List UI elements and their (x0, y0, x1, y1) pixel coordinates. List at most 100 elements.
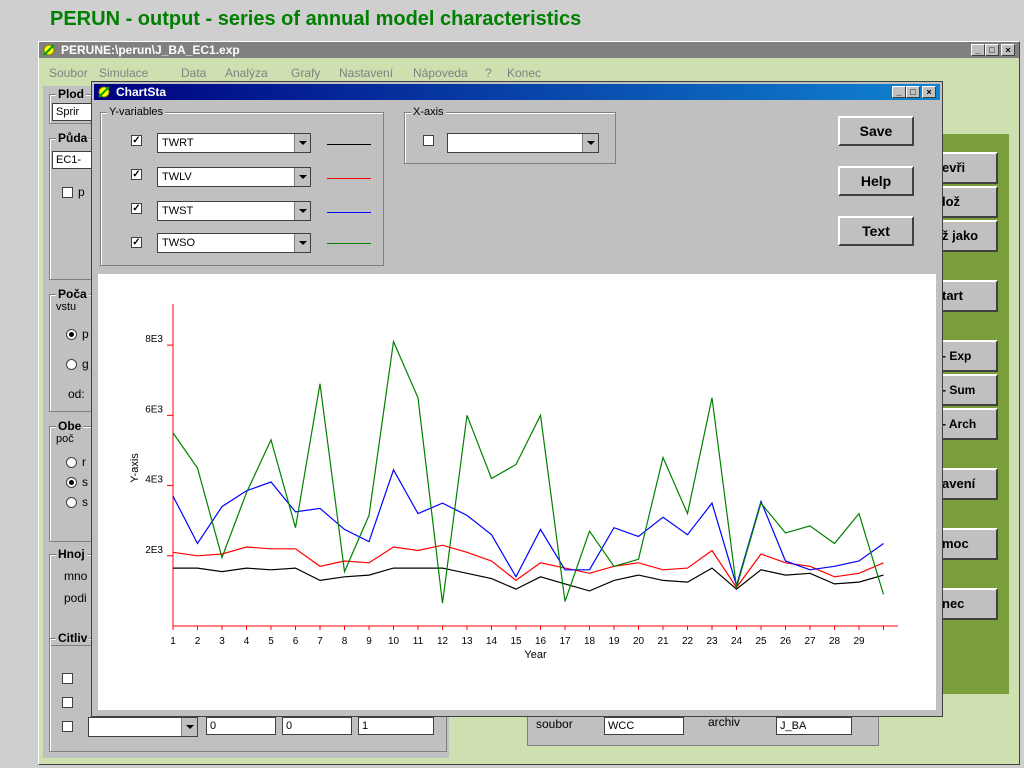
x-tick-label: 5 (268, 636, 274, 647)
xaxis-select[interactable] (447, 133, 599, 153)
twst-select[interactable]: TWST (157, 201, 311, 221)
poca-sub-label: vstu (56, 301, 77, 313)
x-tick-label: 7 (317, 636, 323, 647)
twlv-select[interactable]: TWLV (157, 167, 311, 187)
chevron-down-icon[interactable] (181, 718, 197, 736)
main-window-titlebar[interactable]: PERUNE:\perun\J_BA_EC1.exp _ □ × (39, 42, 1019, 58)
obec-radio-1[interactable] (66, 457, 77, 468)
twrt-select[interactable]: TWRT (157, 133, 311, 153)
group-hnoj-label: Hnoj (56, 547, 87, 561)
menu-napoveda[interactable]: Nápoveda (413, 66, 468, 80)
menu-grafy[interactable]: Grafy (291, 66, 321, 80)
twso-legend-line (327, 243, 371, 244)
citliv-select[interactable] (88, 717, 198, 737)
series-line-twst (172, 468, 884, 588)
chevron-down-icon[interactable] (294, 234, 310, 252)
archiv-field[interactable]: J_BA (776, 717, 852, 735)
archiv-label: archiv (708, 715, 741, 729)
soubor-label: soubor (536, 717, 573, 731)
x-tick-label: 9 (366, 636, 372, 647)
obec-radio-2[interactable] (66, 477, 77, 488)
twlv-checkbox[interactable]: ✓ (131, 169, 142, 180)
menu-analyza[interactable]: Analýza (225, 66, 268, 80)
help-button[interactable]: Help (838, 166, 914, 196)
twso-select-value: TWSO (162, 237, 195, 249)
menu-konec[interactable]: Konec (507, 66, 542, 80)
citliv-checkbox-3[interactable] (62, 721, 73, 732)
citliv-checkbox-1[interactable] (62, 673, 73, 684)
chevron-down-icon[interactable] (294, 202, 310, 220)
poca-radio-2-label: g (82, 357, 89, 371)
chartsta-title: ChartSta (116, 85, 167, 99)
citliv-field-3[interactable]: 1 (358, 717, 434, 735)
twrt-checkbox[interactable]: ✓ (131, 135, 142, 146)
menu-simulace[interactable]: Simulace (99, 66, 149, 80)
poca-radio-2[interactable] (66, 359, 77, 370)
x-tick-label: 3 (219, 636, 225, 647)
x-tick-label: 18 (584, 636, 596, 647)
group-obec-label: Obe (56, 419, 84, 433)
x-tick-label: 28 (829, 636, 841, 647)
chartsta-maximize-icon[interactable]: □ (906, 86, 920, 98)
x-tick-label: 27 (804, 636, 816, 647)
x-tick-label: 29 (853, 636, 865, 647)
twst-select-value: TWST (162, 205, 194, 217)
chevron-down-icon[interactable] (294, 134, 310, 152)
poca-radio-1[interactable] (66, 329, 77, 340)
soubor-field[interactable]: WCC (604, 717, 684, 735)
text-button[interactable]: Text (838, 216, 914, 246)
menu-data[interactable]: Data (181, 66, 207, 80)
chartsta-minimize-icon[interactable]: _ (892, 86, 906, 98)
chevron-down-icon[interactable] (582, 134, 598, 152)
twso-select[interactable]: TWSO (157, 233, 311, 253)
chartsta-close-icon[interactable]: × (922, 86, 936, 98)
puda-checkbox[interactable] (62, 187, 73, 198)
puda-checkbox-label: p (78, 185, 85, 199)
menu-nastaveni[interactable]: Nastavení (339, 66, 394, 80)
close-icon[interactable]: × (1001, 44, 1015, 56)
obec-sub-label: poč (56, 433, 74, 445)
twso-checkbox[interactable]: ✓ (131, 237, 142, 248)
x-tick-label: 19 (608, 636, 620, 647)
perun-app-icon (43, 44, 55, 56)
twrt-select-value: TWRT (162, 137, 194, 149)
y-tick-label: 2E3 (145, 545, 163, 556)
poca-od-label: od: (68, 387, 85, 401)
twlv-select-value: TWLV (162, 171, 192, 183)
group-citliv-label: Citliv (56, 631, 90, 645)
xaxis-checkbox[interactable] (423, 135, 434, 146)
x-tick-label: 15 (510, 636, 522, 647)
citliv-field-2[interactable]: 0 (282, 717, 352, 735)
obec-radio-3[interactable] (66, 497, 77, 508)
slide-title: PERUN - output - series of annual model … (50, 8, 582, 30)
x-tick-label: 21 (657, 636, 669, 647)
citliv-field-1[interactable]: 0 (206, 717, 276, 735)
save-button[interactable]: Save (838, 116, 914, 146)
yvars-group: Y-variables ✓ TWRT ✓ TWLV ✓ TWST ✓ TWSO (100, 105, 384, 266)
x-tick-label: 26 (780, 636, 792, 647)
menu-help-question[interactable]: ? (485, 66, 492, 80)
x-tick-label: 16 (535, 636, 547, 647)
group-puda-label: Půda (56, 131, 90, 145)
maximize-icon[interactable]: □ (985, 44, 999, 56)
citliv-checkbox-2[interactable] (62, 697, 73, 708)
chartsta-titlebar[interactable]: ChartSta _ □ × (94, 84, 940, 100)
obec-radio-3-label: s (82, 495, 88, 509)
series-line-twrt (173, 567, 884, 592)
x-tick-label: 13 (461, 636, 473, 647)
x-tick-label: 24 (731, 636, 743, 647)
x-tick-label: 12 (437, 636, 449, 647)
twrt-legend-line (327, 144, 371, 145)
x-tick-label: 14 (486, 636, 498, 647)
twst-legend-line (327, 212, 371, 213)
series-line-twlv (172, 544, 884, 589)
twst-checkbox[interactable]: ✓ (131, 203, 142, 214)
chartsta-app-icon (98, 86, 110, 98)
menu-soubor[interactable]: Soubor (49, 66, 88, 80)
poca-radio-1-label: p (82, 327, 89, 341)
x-tick-label: 25 (755, 636, 767, 647)
x-tick-label: 20 (633, 636, 645, 647)
obec-radio-1-label: r (82, 455, 86, 469)
minimize-icon[interactable]: _ (971, 44, 985, 56)
chevron-down-icon[interactable] (294, 168, 310, 186)
